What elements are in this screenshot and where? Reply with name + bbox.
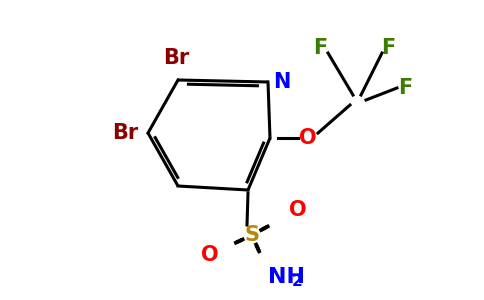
Text: O: O <box>299 128 317 148</box>
Text: Br: Br <box>163 48 189 68</box>
Text: Br: Br <box>112 123 138 143</box>
Text: F: F <box>398 78 412 98</box>
Text: F: F <box>313 38 327 58</box>
Text: NH: NH <box>268 267 305 287</box>
Text: S: S <box>244 225 259 245</box>
Text: O: O <box>201 245 219 265</box>
Text: 2: 2 <box>292 274 303 290</box>
Text: F: F <box>381 38 395 58</box>
Text: O: O <box>289 200 307 220</box>
Text: N: N <box>273 72 290 92</box>
